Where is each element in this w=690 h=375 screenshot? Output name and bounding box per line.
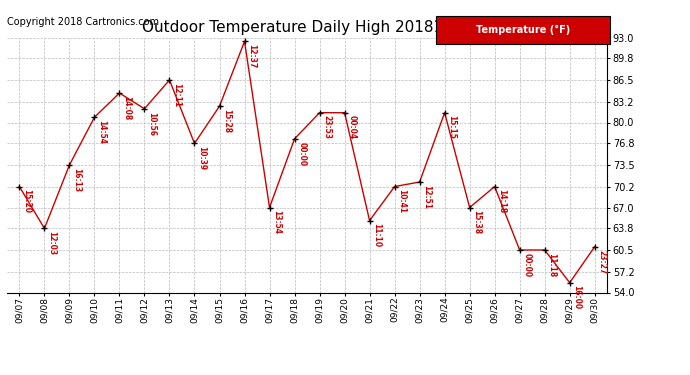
Text: 15:20: 15:20 [22, 189, 31, 213]
Text: 12:03: 12:03 [47, 231, 56, 255]
Text: 15:15: 15:15 [447, 116, 456, 140]
Point [314, 110, 325, 116]
Text: 23:53: 23:53 [322, 116, 331, 140]
Text: 00:00: 00:00 [297, 142, 306, 166]
Text: 10:41: 10:41 [397, 189, 406, 213]
Text: 23:27: 23:27 [598, 249, 607, 274]
Point [189, 140, 200, 146]
Text: 16:00: 16:00 [573, 285, 582, 310]
Text: 16:13: 16:13 [72, 168, 81, 192]
Point [114, 90, 125, 96]
Text: 14:08: 14:08 [122, 96, 131, 120]
Text: 12:11: 12:11 [172, 83, 181, 107]
Text: 14:18: 14:18 [497, 189, 506, 214]
Text: 12:37: 12:37 [247, 44, 256, 69]
Text: 12:51: 12:51 [422, 185, 431, 209]
Point [464, 204, 475, 210]
Text: 15:38: 15:38 [473, 210, 482, 234]
Text: 10:39: 10:39 [197, 146, 206, 170]
Point [439, 110, 450, 116]
Point [214, 103, 225, 109]
Point [564, 280, 575, 286]
Point [139, 106, 150, 112]
Point [289, 136, 300, 142]
Text: 11:10: 11:10 [373, 224, 382, 248]
Text: 14:54: 14:54 [97, 120, 106, 144]
Point [514, 247, 525, 253]
Point [14, 184, 25, 190]
Point [339, 110, 350, 116]
Point [589, 244, 600, 250]
Text: 13:54: 13:54 [273, 210, 282, 234]
Point [164, 77, 175, 83]
Text: Temperature (°F): Temperature (°F) [476, 25, 570, 35]
Point [39, 225, 50, 231]
Text: 00:04: 00:04 [347, 116, 356, 140]
Text: Copyright 2018 Cartronics.com: Copyright 2018 Cartronics.com [7, 17, 159, 27]
Text: 15:28: 15:28 [222, 109, 231, 133]
Point [64, 162, 75, 168]
Point [89, 114, 100, 120]
Text: 11:18: 11:18 [547, 253, 556, 277]
Point [364, 217, 375, 223]
Point [414, 179, 425, 185]
Point [264, 204, 275, 210]
Text: 10:56: 10:56 [147, 111, 156, 135]
Title: Outdoor Temperature Daily High 20181001: Outdoor Temperature Daily High 20181001 [142, 20, 472, 35]
Point [389, 184, 400, 190]
Point [539, 247, 550, 253]
Point [489, 184, 500, 190]
FancyBboxPatch shape [436, 16, 610, 44]
Point [239, 38, 250, 44]
Text: 00:00: 00:00 [522, 253, 531, 277]
